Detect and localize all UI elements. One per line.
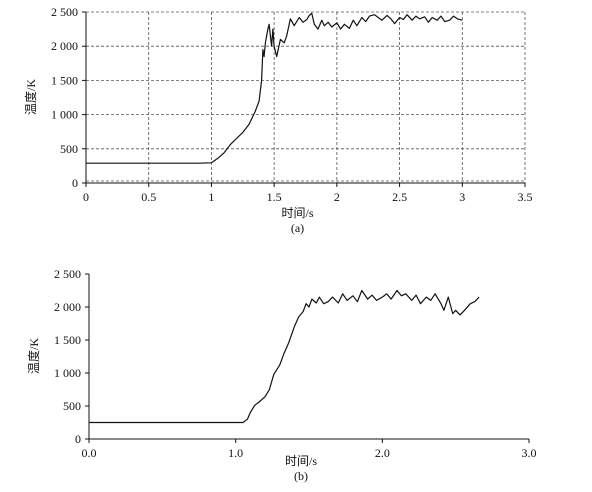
y-tick-label: 500 <box>63 399 81 413</box>
y-axis-label: 温度/K <box>23 79 38 115</box>
panel-caption: (a) <box>291 221 304 235</box>
y-tick-label: 1 000 <box>51 108 78 122</box>
x-axis-label: 时间/s <box>285 454 317 468</box>
y-tick-label: 2 500 <box>51 5 78 19</box>
x-tick-label: 1.5 <box>267 190 282 204</box>
x-tick-label: 1.0 <box>228 446 243 460</box>
x-axis-label: 时间/s <box>281 206 313 220</box>
x-tick-label: 0.0 <box>82 446 97 460</box>
y-tick-label: 0 <box>75 432 81 446</box>
series-line <box>86 12 463 164</box>
x-tick-label: 2.0 <box>375 446 390 460</box>
y-tick-label: 2 000 <box>51 39 78 53</box>
y-tick-label: 500 <box>60 142 78 156</box>
chart-panel-b: 0.0 1.0 2.0 3.0 0 500 1 000 1 500 2 000 2 500 时间/s… <box>26 267 537 483</box>
series-line <box>89 289 480 424</box>
x-tick-label: 3.0 <box>522 446 537 460</box>
chart-panel-a: 0 0.5 1 1.5 2 2.5 3 3.5 0 500 1 000 1 500 2 000 2 500… <box>23 5 533 235</box>
x-tick-label: 0 <box>83 190 89 204</box>
y-tick-label: 2 500 <box>54 267 81 281</box>
panel-caption: (b) <box>294 469 308 483</box>
x-tick-label: 2 <box>334 190 340 204</box>
x-tick-label: 3.5 <box>518 190 533 204</box>
x-tick-label: 2.5 <box>392 190 407 204</box>
x-tick-label: 1 <box>208 190 214 204</box>
y-tick-label: 2 000 <box>54 300 81 314</box>
y-tick-label: 0 <box>72 176 78 190</box>
y-tick-label: 1 500 <box>54 333 81 347</box>
y-tick-label: 1 000 <box>54 366 81 380</box>
y-axis-label: 温度/K <box>26 338 41 374</box>
y-tick-label: 1 500 <box>51 73 78 87</box>
x-tick-label: 0.5 <box>141 190 156 204</box>
x-tick-label: 3 <box>459 190 465 204</box>
